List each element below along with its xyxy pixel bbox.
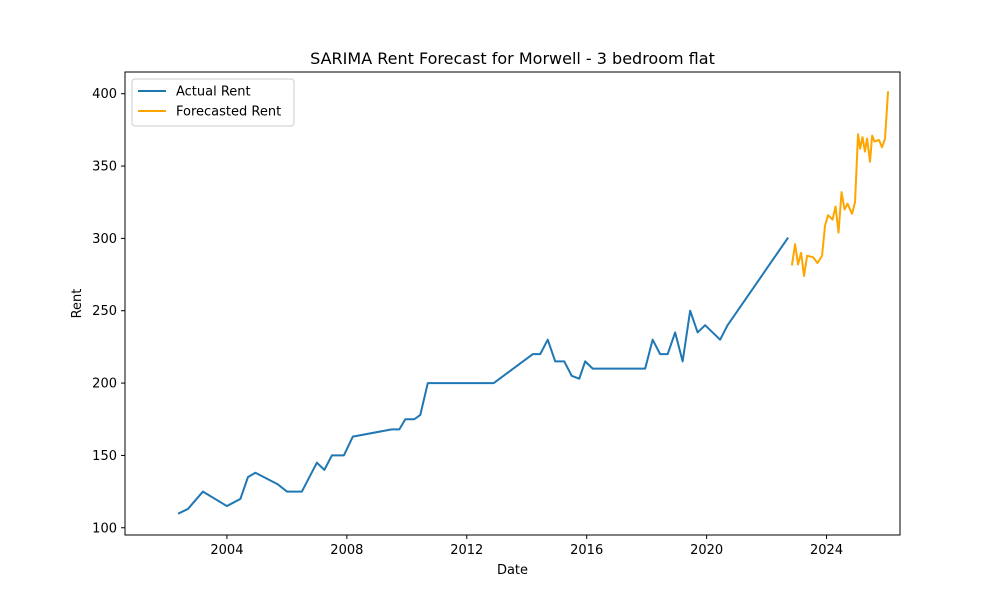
x-tick-label: 2020 bbox=[690, 543, 723, 558]
x-tick-label: 2004 bbox=[210, 543, 243, 558]
y-tick-label: 350 bbox=[92, 160, 117, 175]
legend: Actual Rent Forecasted Rent bbox=[131, 78, 295, 127]
y-axis-ticks: 100 150 200 250 300 350 400 bbox=[92, 87, 125, 536]
chart-title: SARIMA Rent Forecast for Morwell - 3 bed… bbox=[310, 49, 715, 68]
y-tick-label: 200 bbox=[92, 377, 117, 392]
x-tick-label: 2016 bbox=[570, 543, 603, 558]
y-tick-label: 300 bbox=[92, 232, 117, 247]
x-axis-label: Date bbox=[497, 563, 528, 578]
x-tick-label: 2012 bbox=[450, 543, 483, 558]
legend-label-actual: Actual Rent bbox=[176, 85, 251, 100]
x-axis-ticks: 2004 2008 2012 2016 2020 2024 bbox=[210, 535, 843, 558]
y-axis-label: Rent bbox=[70, 289, 85, 319]
legend-label-forecast: Forecasted Rent bbox=[176, 105, 281, 120]
y-tick-label: 150 bbox=[92, 449, 117, 464]
y-tick-label: 250 bbox=[92, 304, 117, 319]
plot-frame bbox=[124, 71, 901, 536]
plot-area bbox=[125, 72, 900, 535]
forecasted-rent-series-line bbox=[790, 91, 890, 278]
x-tick-label: 2008 bbox=[330, 543, 363, 558]
actual-rent-series-line bbox=[177, 236, 789, 515]
y-tick-label: 100 bbox=[92, 521, 117, 536]
y-tick-label: 400 bbox=[92, 87, 117, 102]
series-layer bbox=[177, 91, 890, 515]
legend-box bbox=[131, 78, 295, 127]
x-tick-label: 2024 bbox=[810, 543, 843, 558]
